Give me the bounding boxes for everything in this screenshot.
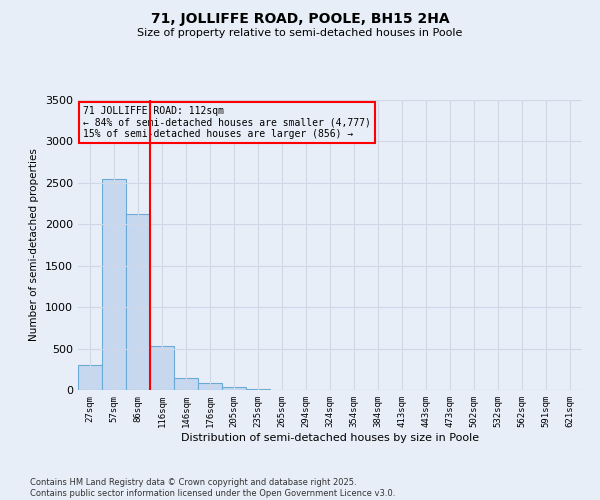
Bar (222, 386, 246, 390)
Text: Size of property relative to semi-detached houses in Poole: Size of property relative to semi-detach… (137, 28, 463, 38)
Bar (246, 389, 270, 390)
Bar (126, 214, 150, 390)
Text: 71, JOLLIFFE ROAD, POOLE, BH15 2HA: 71, JOLLIFFE ROAD, POOLE, BH15 2HA (151, 12, 449, 26)
Bar (102, 178, 126, 390)
Y-axis label: Number of semi-detached properties: Number of semi-detached properties (29, 148, 40, 342)
X-axis label: Distribution of semi-detached houses by size in Poole: Distribution of semi-detached houses by … (181, 432, 479, 442)
Bar (174, 378, 198, 390)
Bar (78, 365, 102, 390)
Text: 71 JOLLIFFE ROAD: 112sqm
← 84% of semi-detached houses are smaller (4,777)
15% o: 71 JOLLIFFE ROAD: 112sqm ← 84% of semi-d… (83, 106, 371, 139)
Bar (198, 384, 222, 390)
Text: Contains HM Land Registry data © Crown copyright and database right 2025.
Contai: Contains HM Land Registry data © Crown c… (30, 478, 395, 498)
Bar (150, 346, 174, 390)
